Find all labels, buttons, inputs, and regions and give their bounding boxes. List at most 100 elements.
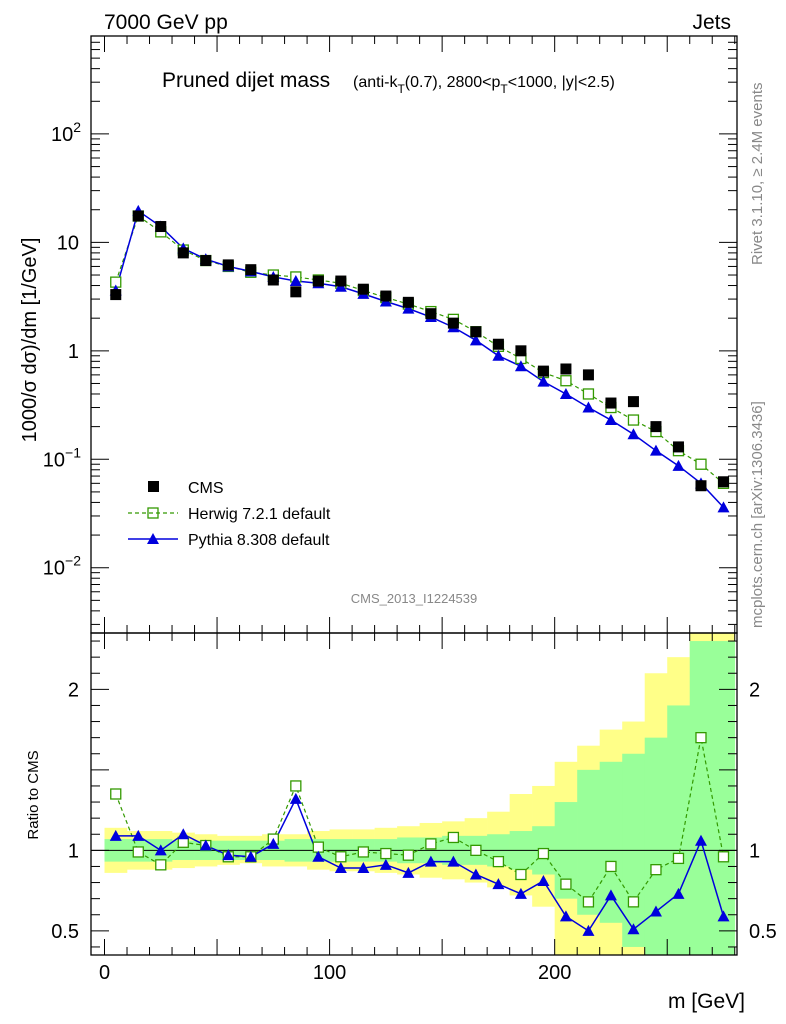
x-tick-label: 100 [313,962,346,984]
pythia-ratio-point [537,874,550,886]
y-tick-label-ratio-right: 0.5 [749,921,777,943]
pythia-ratio-point [402,866,415,878]
cms-point [335,275,347,287]
subtitle-sub-2: T [500,82,508,96]
pythia-ratio-point [222,849,235,861]
herwig-ratio-point [290,780,302,792]
cms-point [402,296,414,308]
ratio-band-green [577,769,600,915]
y-tick-label-ratio-left: 0.5 [51,921,79,943]
cms-point [200,255,212,267]
cms-point [627,396,639,408]
pythia-ratio-point [177,828,190,840]
legend-marker-cms [148,481,159,492]
cms-point [537,365,549,377]
pythia-ratio-point [717,910,730,922]
y-tick-label-main: 10 [57,232,79,254]
pythia-ratio-point [289,792,302,804]
ratio-panel [91,633,737,955]
pythia-ratio-point [199,839,212,851]
pythia-ratio-point [694,834,707,846]
pythia-ratio-point [132,829,145,841]
legend-marker-herwig [147,507,159,519]
subtitle-part-1: (anti-k [353,74,398,91]
chart-title: Pruned dijet mass [162,69,330,92]
pythia-line-ratio [115,796,725,932]
pythia-point [469,334,482,346]
pythia-point [537,375,550,387]
mcplots-reference: mcplots.cern.ch [arXiv:1306.3436] [749,401,766,628]
chart-axes: 0 100 200 10−2 10−1 1 10 102 0.5 0.5 1 1 2 2 [43,35,777,984]
herwig-ratio-point [335,851,347,863]
y-tick-label-ratio-right: 1 [749,840,760,862]
pythia-ratio-point [334,862,347,874]
cms-point [425,308,437,320]
pythia-ratio-point [244,850,257,862]
herwig-ratio-point [582,896,595,908]
ratio-band-green [599,761,623,923]
y-tick-label-ratio-right: 2 [749,679,760,701]
cms-point [582,369,594,381]
chart-subtitle: (anti-kT(0.7), 2800<pT<1000, |y|<2.5) [353,74,615,96]
herwig-ratio-point [560,878,572,890]
y-tick-label-ratio-left: 1 [68,840,79,862]
legend-label-pythia: Pythia 8.308 default [188,532,330,549]
x-axis-label: m [GeV] [668,990,745,1013]
cms-point [177,247,189,259]
header-right: Jets [692,11,731,34]
pythia-point [627,428,640,440]
cms-point [560,363,572,375]
cms-point [380,290,392,302]
pythia-point [402,302,415,314]
herwig-point [582,388,595,400]
herwig-ratio-point [537,847,550,860]
rivet-version: Rivet 3.1.10, ≥ 2.4M events [749,83,766,266]
pythia-ratio-point [492,878,505,890]
cms-point [312,275,324,287]
header-left: 7000 GeV pp [104,11,228,34]
ratio-band-green [712,641,736,955]
pythia-ratio-point [379,858,392,870]
pythia-point [672,459,685,471]
legend-label-cms: CMS [188,480,224,497]
pythia-ratio-point [559,910,572,922]
herwig-point [560,375,572,387]
herwig-ratio-point [447,831,460,844]
pythia-ratio-point [154,844,167,856]
cms-point [290,286,302,298]
herwig-ratio-point [425,838,437,850]
pythia-ratio-point [649,905,662,917]
herwig-ratio-point [717,851,730,863]
cms-point [650,421,662,433]
cms-point [155,221,167,233]
legend: CMS Herwig 7.2.1 default Pythia 8.308 de… [128,480,331,549]
cms-point [110,289,122,301]
pythia-point [492,349,505,361]
herwig-ratio-point [155,859,167,871]
herwig-ratio-point [402,849,415,861]
pythia-ratio-point [109,829,122,841]
pythia-ratio-point [447,855,460,867]
cms-point [492,338,504,350]
x-tick-label: 0 [99,962,110,984]
herwig-ratio-point [627,896,640,908]
pythia-ratio-point [582,924,595,936]
y-tick-label-main: 10−2 [43,553,81,580]
cms-point [447,317,459,329]
pythia-ratio-point [514,887,527,899]
cms-point [222,259,234,271]
herwig-ratio-point [650,864,662,876]
pythia-point [582,401,595,413]
herwig-ratio-point [312,841,324,853]
y-tick-label-ratio-left: 2 [68,679,79,701]
herwig-point [627,414,640,426]
pythia-ratio-point [469,868,482,880]
herwig-ratio-point [695,732,707,744]
herwig-ratio-point [492,855,505,868]
pythia-ratio-point [672,887,685,899]
cms-point [695,480,707,492]
cms-point [672,441,684,453]
pythia-point [717,501,730,513]
cms-point [717,476,729,488]
